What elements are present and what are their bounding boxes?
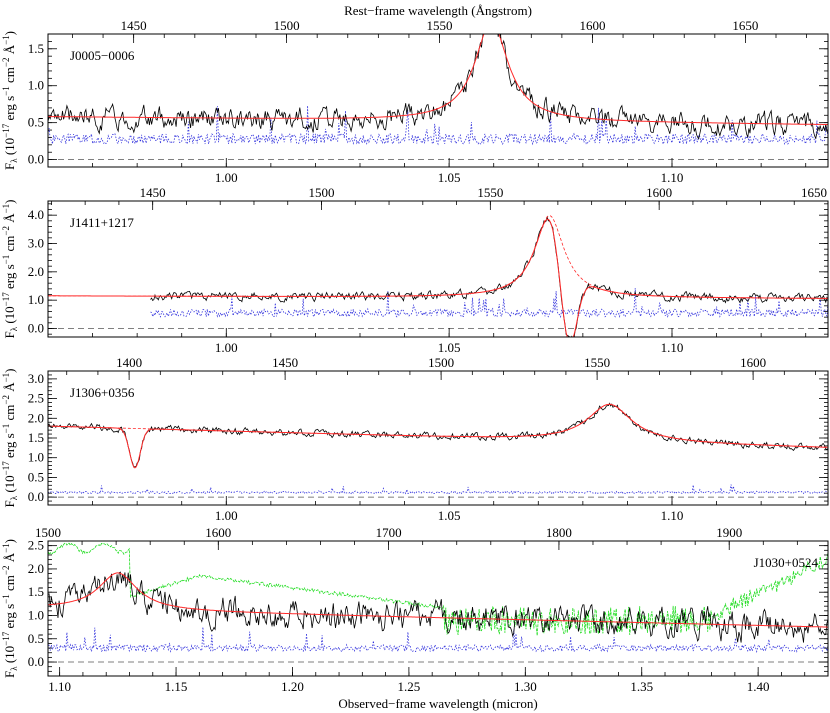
rest-tick-label: 1900 <box>716 525 742 540</box>
y-axis-label: Fλ (10−17 erg s−1 cm−2 Å−1) <box>1 368 19 507</box>
rest-tick-label: 1550 <box>584 355 610 370</box>
observed-spectrum-line <box>48 402 828 468</box>
y-tick-label: 2.5 <box>28 391 44 406</box>
rest-tick-label: 1450 <box>140 185 166 200</box>
x-tick-label: 1.25 <box>398 679 421 694</box>
plot-area <box>48 402 828 498</box>
unabsorbed-fit-line <box>48 215 828 299</box>
rest-tick-label: 1600 <box>740 355 766 370</box>
x-tick-label: 1.05 <box>438 508 461 523</box>
panel-4: 1.10 1.15 1.20 1.25 1.30 1.35 1.40 1500 1600 1700… <box>1 525 829 694</box>
object-name-label: J0005−0006 <box>70 48 135 63</box>
rest-tick-label: 1550 <box>427 18 453 33</box>
model-fit-line <box>48 34 828 125</box>
y-tick-label: 0.5 <box>28 631 44 646</box>
y-tick-label: 4.0 <box>28 207 44 222</box>
rest-tick-label: 1600 <box>205 525 231 540</box>
model-fit-line <box>48 218 828 337</box>
object-name-label: J1411+1217 <box>70 215 134 230</box>
rest-tick-label: 1550 <box>477 185 503 200</box>
y-tick-label: 2.0 <box>28 410 44 425</box>
y-tick-label: 1.5 <box>28 584 44 599</box>
y-tick-label: 0.0 <box>28 489 44 504</box>
x-tick-label: 1.10 <box>661 170 684 185</box>
x-tick-label: 1.10 <box>48 679 71 694</box>
y-tick-label: 2.5 <box>28 538 44 553</box>
rest-tick-label: 1650 <box>801 185 827 200</box>
panel-frame <box>47 33 829 168</box>
rest-tick-label: 1500 <box>309 185 335 200</box>
y-tick-label: 0.0 <box>28 152 44 167</box>
model-fit-line <box>48 403 828 469</box>
y-tick-label: 1.5 <box>28 430 44 445</box>
y-tick-label: 1.5 <box>28 41 44 56</box>
y-tick-label: 2.0 <box>28 264 44 279</box>
error-spectrum-line <box>48 484 828 495</box>
x-tick-label: 1.05 <box>438 340 461 355</box>
y-axis-label: Fλ (10−17 erg s−1 cm−2 Å−1) <box>1 31 19 170</box>
y-tick-label: 1.0 <box>28 78 44 93</box>
rest-frame-axis-title: Rest−frame wavelength (Ångstrom) <box>344 3 532 18</box>
plot-area <box>48 215 828 337</box>
x-tick-label: 1.10 <box>661 340 684 355</box>
x-tick-label: 1.10 <box>661 508 684 523</box>
x-tick-label: 1.35 <box>630 679 653 694</box>
error-spectrum-line <box>48 105 828 146</box>
panel-3: 1.00 1.05 1.10 1400 1450 1500 1550 1600 0.0 0.5 1.… <box>1 355 829 523</box>
plot-area <box>48 542 828 663</box>
y-tick-label: 0.0 <box>28 654 44 669</box>
rest-tick-label: 1700 <box>376 525 402 540</box>
object-name-label: J1030+0524 <box>754 555 819 570</box>
unabsorbed-fit-line <box>48 403 828 448</box>
panel-frame <box>47 200 829 338</box>
rest-tick-label: 1650 <box>732 18 758 33</box>
y-tick-label: 1.0 <box>28 607 44 622</box>
y-axis-label: Fλ (10−17 erg s−1 cm−2 Å−1) <box>1 539 19 678</box>
x-tick-label: 1.00 <box>215 170 238 185</box>
observed-spectrum-line <box>150 215 828 337</box>
y-tick-label: 2.0 <box>28 561 44 576</box>
rest-tick-label: 1600 <box>646 185 672 200</box>
error-spectrum-line <box>48 627 828 654</box>
y-tick-label: 0.0 <box>28 321 44 336</box>
rest-tick-label: 1500 <box>428 355 454 370</box>
panel-2: 1.00 1.05 1.10 1450 1500 1550 1600 1650 0.0 1.0 2.… <box>1 185 829 355</box>
rest-tick-label: 1400 <box>116 355 142 370</box>
rest-tick-label: 1500 <box>35 525 61 540</box>
object-name-label: J1306+0356 <box>70 385 135 400</box>
y-tick-label: 3.0 <box>28 371 44 386</box>
observed-spectrum-line <box>48 34 828 140</box>
panel-1: 1.00 1.05 1.10 1450 1500 1550 1600 1650 0.0 0.5 1.… <box>1 18 829 185</box>
y-tick-label: 1.0 <box>28 292 44 307</box>
x-tick-label: 1.15 <box>165 679 188 694</box>
x-tick-label: 1.00 <box>215 508 238 523</box>
panel-frame <box>47 370 829 506</box>
x-tick-label: 1.05 <box>438 170 461 185</box>
y-axis-label: Fλ (10−17 erg s−1 cm−2 Å−1) <box>1 199 19 338</box>
plot-area <box>48 34 828 161</box>
x-tick-label: 1.30 <box>514 679 537 694</box>
x-tick-label: 1.20 <box>281 679 304 694</box>
rest-tick-label: 1450 <box>121 18 147 33</box>
rest-tick-label: 1800 <box>546 525 572 540</box>
observed-spectrum-line <box>48 571 828 643</box>
rest-tick-label: 1600 <box>579 18 605 33</box>
rest-tick-label: 1450 <box>272 355 298 370</box>
error-spectrum-line <box>150 288 828 319</box>
y-tick-label: 3.0 <box>28 236 44 251</box>
panel-frame <box>47 540 829 677</box>
y-tick-label: 0.5 <box>28 115 44 130</box>
observed-frame-axis-title: Observed−frame wavelength (micron) <box>338 696 537 711</box>
x-tick-label: 1.00 <box>215 340 238 355</box>
rest-tick-label: 1500 <box>274 18 300 33</box>
sky-spectrum-line <box>48 542 828 636</box>
y-tick-label: 1.0 <box>28 450 44 465</box>
model-fit-line <box>48 572 828 628</box>
x-tick-label: 1.40 <box>747 679 770 694</box>
y-tick-label: 0.5 <box>28 469 44 484</box>
